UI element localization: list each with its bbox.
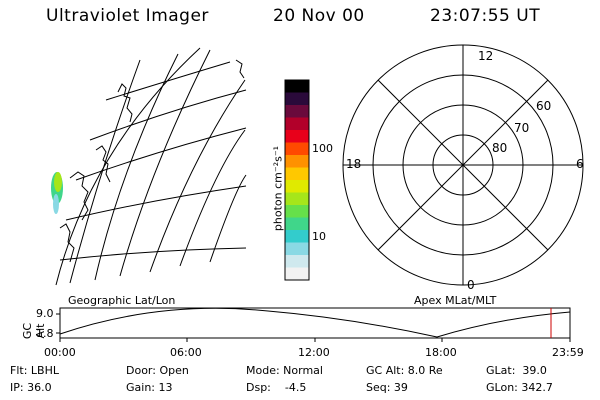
mlt-label-6: 6 xyxy=(576,157,584,171)
apex-caption: Apex MLat/MLT xyxy=(414,294,497,307)
date-label: 20 Nov 00 xyxy=(273,6,365,26)
gc-altitude-curve xyxy=(59,307,571,338)
instrument-title: Ultraviolet Imager xyxy=(46,6,209,26)
status-door: Door: Open xyxy=(126,364,189,377)
mlt-label-12: 12 xyxy=(478,49,493,63)
status-mode: Mode: Normal xyxy=(246,364,323,377)
colorbar-band xyxy=(285,167,309,181)
status-gc-alt: GC Alt: 8.0 Re xyxy=(366,364,443,377)
lat-label-80: 80 xyxy=(492,141,507,155)
time-label: 23:07:55 UT xyxy=(430,6,541,26)
colorbar-tick-10: 10 xyxy=(312,230,326,243)
lat-label-60: 60 xyxy=(536,99,551,113)
status-dsp: Dsp: -4.5 xyxy=(246,381,307,394)
geographic-caption: Geographic Lat/Lon xyxy=(68,294,176,307)
lat-label-70: 70 xyxy=(514,121,529,135)
colorbar-band xyxy=(285,217,309,231)
timeline-x-tick-1800: 18:00 xyxy=(425,346,457,359)
colorbar xyxy=(284,79,310,281)
colorbar-band xyxy=(285,192,309,206)
timeline-x-tick-0000: 00:00 xyxy=(44,346,76,359)
colorbar-band xyxy=(285,105,309,118)
colorbar-band xyxy=(285,142,309,156)
timeline-y-tick-min: 1.8 xyxy=(36,327,54,340)
status-filter: Flt: LBHL xyxy=(10,364,59,377)
colorbar-band xyxy=(285,117,309,131)
timeline-y-tick-max: 9.0 xyxy=(36,307,54,320)
aurora-emission xyxy=(51,172,63,214)
timeline-x-tick-2359: 23:59 xyxy=(552,346,584,359)
coastline xyxy=(117,83,133,123)
colorbar-band xyxy=(285,267,309,281)
colorbar-band xyxy=(285,80,309,93)
colorbar-unit-label: photon cm⁻²s⁻¹ xyxy=(271,145,285,232)
colorbar-band xyxy=(285,230,309,243)
timeline-x-ticks xyxy=(59,338,571,342)
colorbar-band xyxy=(285,130,309,143)
colorbar-frame xyxy=(284,79,310,281)
timeline-x-tick-0600: 06:00 xyxy=(170,346,202,359)
status-glat: GLat: 39.0 xyxy=(486,364,547,377)
mlt-label-18: 18 xyxy=(346,157,361,171)
status-glon: GLon: 342.7 xyxy=(486,381,553,394)
colorbar-tick-100: 100 xyxy=(312,142,333,155)
mlt-label-0: 0 xyxy=(467,278,475,292)
colorbar-band xyxy=(285,92,309,106)
colorbar-band xyxy=(285,155,309,168)
status-seq: Seq: 39 xyxy=(366,381,408,394)
colorbar-band xyxy=(285,255,309,268)
colorbar-band xyxy=(285,180,309,193)
colorbar-band xyxy=(285,205,309,218)
status-ip: IP: 36.0 xyxy=(10,381,52,394)
status-gain: Gain: 13 xyxy=(126,381,173,394)
colorbar-band xyxy=(285,242,309,256)
earth-limb xyxy=(55,47,201,286)
timeline-x-tick-1200: 12:00 xyxy=(298,346,330,359)
